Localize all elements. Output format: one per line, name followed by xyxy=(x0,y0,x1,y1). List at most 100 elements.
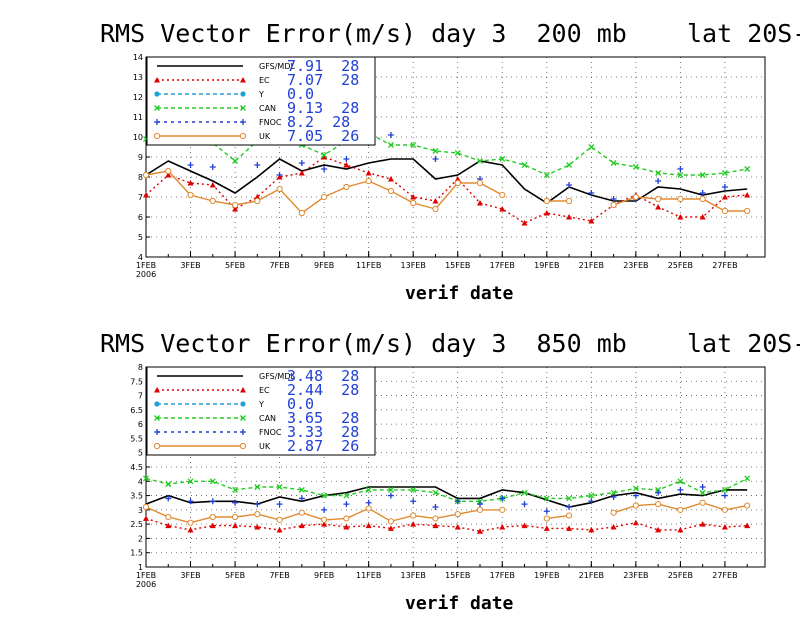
data-point xyxy=(543,172,550,178)
x-tick-label: 3FEB xyxy=(180,571,200,580)
data-point xyxy=(298,522,305,529)
data-point xyxy=(454,511,461,518)
data-point xyxy=(521,501,528,508)
data-point xyxy=(343,162,350,168)
data-point xyxy=(321,492,328,499)
data-point xyxy=(343,183,350,191)
x-year-label: 2006 xyxy=(136,580,156,589)
chart-title: RMS Vector Error(m/s) day 3 200 mb lat 2… xyxy=(100,19,800,48)
legend-marker xyxy=(240,429,246,435)
data-point xyxy=(298,495,305,502)
data-point xyxy=(566,182,573,188)
data-point xyxy=(566,525,573,531)
data-point xyxy=(543,525,550,531)
legend-stats: 2.87 26 xyxy=(287,437,359,455)
data-point xyxy=(744,166,751,172)
y-tick-label: 14 xyxy=(133,53,143,62)
data-point xyxy=(699,489,706,496)
y-tick-label: 13 xyxy=(133,73,143,82)
grid xyxy=(146,57,765,257)
data-point xyxy=(632,164,639,170)
data-point xyxy=(387,492,394,499)
data-point xyxy=(677,172,684,178)
data-point xyxy=(321,506,328,513)
data-point xyxy=(699,484,706,490)
data-point xyxy=(321,154,328,160)
data-point xyxy=(454,498,461,505)
data-point xyxy=(677,195,684,203)
data-point xyxy=(410,498,417,505)
data-point xyxy=(365,499,372,506)
data-point xyxy=(432,156,439,162)
data-point xyxy=(677,506,684,513)
data-point xyxy=(343,156,350,162)
data-point xyxy=(321,521,328,527)
data-point xyxy=(232,158,239,164)
legend-label: GFS/MDL xyxy=(259,62,295,71)
data-point xyxy=(721,207,729,215)
data-point xyxy=(432,515,439,522)
data-point xyxy=(521,489,528,496)
legend-marker xyxy=(154,119,160,125)
data-point xyxy=(187,162,194,168)
data-point xyxy=(142,171,150,179)
data-point xyxy=(610,160,617,166)
y-tick-label: 1 xyxy=(138,563,143,572)
data-point xyxy=(655,489,662,496)
data-point xyxy=(588,218,595,224)
data-point xyxy=(610,201,617,209)
x-tick-label: 9FEB xyxy=(314,261,334,270)
series-line xyxy=(145,156,748,224)
legend-label: UK xyxy=(259,442,271,451)
data-point xyxy=(387,187,395,195)
y-tick-label: 6 xyxy=(138,213,143,222)
data-point xyxy=(187,180,194,186)
series-line xyxy=(546,514,570,520)
data-point xyxy=(677,486,684,493)
data-point xyxy=(744,475,751,482)
data-point xyxy=(410,521,417,527)
data-point xyxy=(566,162,573,168)
data-point xyxy=(632,492,639,499)
data-point xyxy=(410,194,417,200)
legend-label: UK xyxy=(259,132,271,141)
legend-marker xyxy=(154,387,160,393)
legend-stats: 3.65 28 xyxy=(287,409,359,427)
data-point xyxy=(231,513,239,521)
data-point xyxy=(610,494,617,500)
data-point xyxy=(165,495,172,502)
series-line xyxy=(145,158,748,204)
data-point xyxy=(254,511,261,518)
legend-label: FNOC xyxy=(259,428,282,437)
data-point xyxy=(566,495,573,502)
data-point xyxy=(744,207,751,215)
data-point xyxy=(321,516,328,523)
data-point xyxy=(699,172,706,178)
data-point xyxy=(699,521,706,527)
data-point xyxy=(187,498,194,505)
data-point xyxy=(343,515,350,522)
x-tick-label: 19FEB xyxy=(534,571,559,580)
x-year-label: 2006 xyxy=(136,270,156,279)
x-tick-label: 19FEB xyxy=(534,261,559,270)
data-point xyxy=(231,201,239,209)
data-point xyxy=(387,486,394,493)
chart-title: RMS Vector Error(m/s) day 3 850 mb lat 2… xyxy=(100,329,800,358)
legend-box xyxy=(146,56,376,146)
legend-stats: 7.05 26 xyxy=(287,127,359,145)
data-point xyxy=(721,524,728,530)
data-point xyxy=(699,499,706,506)
data-point xyxy=(521,220,528,226)
y-tick-label: 7.5 xyxy=(130,377,143,386)
data-point xyxy=(655,178,662,184)
data-point xyxy=(588,492,595,499)
x-tick-label: 21FEB xyxy=(579,571,604,580)
data-point xyxy=(143,475,149,482)
y-tick-label: 8 xyxy=(138,363,143,372)
x-tick-label: 5FEB xyxy=(225,571,245,580)
y-tick-label: 2.5 xyxy=(130,520,143,529)
data-point xyxy=(655,526,662,533)
